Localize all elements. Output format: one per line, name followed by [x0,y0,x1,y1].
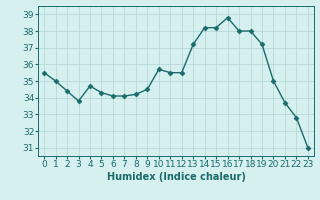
X-axis label: Humidex (Indice chaleur): Humidex (Indice chaleur) [107,172,245,182]
